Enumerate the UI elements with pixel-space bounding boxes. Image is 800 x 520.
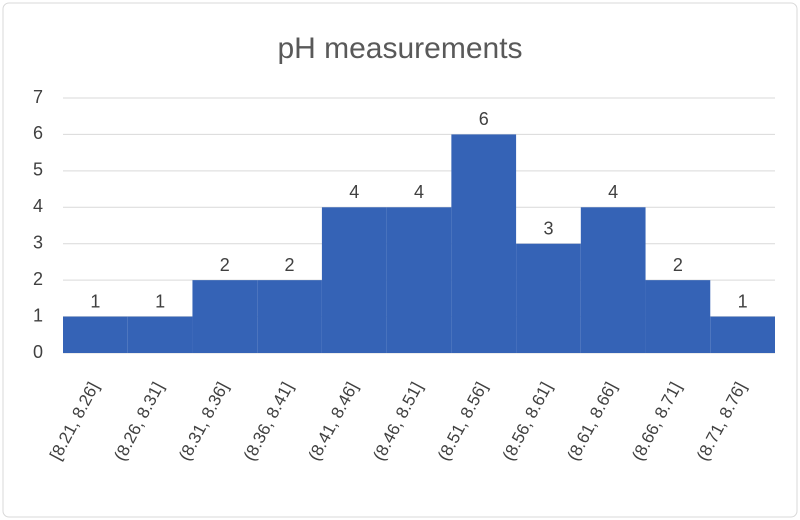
data-label: 4: [414, 182, 424, 202]
bar: [127, 316, 193, 353]
bar: [257, 280, 322, 353]
bar: [63, 316, 128, 353]
data-label: 4: [608, 182, 618, 202]
bar: [451, 134, 517, 353]
y-tick-label: 4: [33, 196, 43, 216]
y-tick-label: 1: [33, 305, 43, 325]
bar: [645, 280, 711, 353]
bar: [386, 207, 452, 353]
bar: [710, 316, 775, 353]
bar: [516, 243, 581, 353]
y-tick-label: 6: [33, 123, 43, 143]
data-label: 2: [673, 255, 683, 275]
y-tick-label: 5: [33, 160, 43, 180]
data-label: 4: [349, 182, 359, 202]
data-label: 1: [738, 291, 748, 311]
y-tick-label: 7: [33, 87, 43, 107]
chart-title: pH measurements: [277, 32, 522, 65]
data-label: 6: [479, 109, 489, 129]
y-tick-label: 3: [33, 232, 43, 252]
bar: [580, 207, 646, 353]
y-tick-label: 0: [33, 342, 43, 362]
bar: [321, 207, 387, 353]
y-tick-label: 2: [33, 269, 43, 289]
data-label: 3: [543, 218, 553, 238]
data-label: 2: [285, 255, 295, 275]
bar: [192, 280, 258, 353]
data-label: 1: [155, 291, 165, 311]
data-label: 2: [220, 255, 230, 275]
data-label: 1: [90, 291, 100, 311]
